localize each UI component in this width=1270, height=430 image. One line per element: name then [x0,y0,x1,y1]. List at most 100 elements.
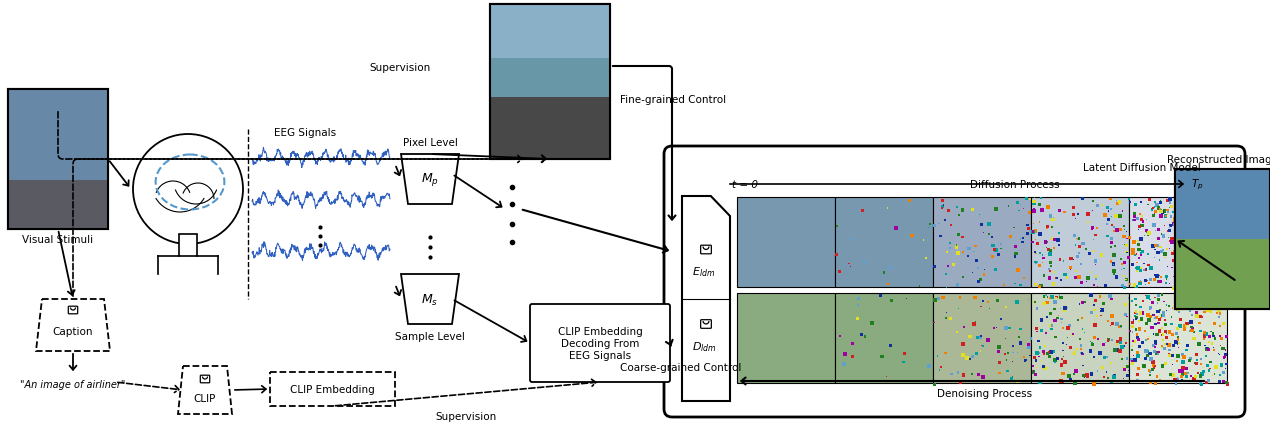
Bar [851,355,853,358]
Bar [918,286,921,287]
Bar [979,351,982,352]
Bar [1049,270,1050,273]
Bar [1040,206,1041,207]
Bar [1129,293,1227,383]
Bar [1040,329,1044,333]
Bar [1201,277,1204,280]
Bar [1224,350,1226,351]
Bar [1081,353,1085,356]
Bar [1161,211,1165,214]
Bar [1140,218,1143,221]
Bar [1217,249,1218,250]
Bar [1185,349,1187,351]
Bar [933,293,1031,383]
Bar [1160,201,1162,204]
Bar [1193,378,1196,381]
Bar [988,308,991,310]
Bar [908,200,911,203]
Bar [1147,313,1149,317]
Bar [1049,325,1052,327]
Bar [1220,282,1223,286]
Bar [1199,374,1203,378]
Bar [1179,369,1182,373]
Bar [1001,243,1002,245]
Bar [1147,339,1149,340]
Bar [1107,219,1110,221]
Bar [982,345,984,347]
Bar [1177,308,1180,311]
Bar [1100,309,1101,310]
Bar [1209,361,1212,364]
Bar [977,267,979,269]
Bar [983,274,984,276]
Bar [1166,279,1167,280]
Bar [1137,354,1140,358]
Bar [1066,250,1067,251]
Bar [1049,298,1052,299]
Bar [1090,372,1093,376]
Bar [1095,278,1097,280]
Bar [1080,281,1082,283]
Bar [1045,332,1046,334]
Bar [1140,341,1144,344]
Bar [988,233,989,235]
Bar [1035,262,1036,264]
Bar [1179,325,1182,328]
Bar [271,372,395,406]
Bar [1113,349,1116,352]
Text: Supervision: Supervision [436,411,497,421]
Bar [1200,363,1201,365]
Bar [1189,241,1190,243]
Bar [1213,349,1215,351]
Bar [1057,240,1058,242]
Bar [1072,333,1074,335]
Bar [1224,356,1227,358]
Bar [1043,295,1045,298]
Bar [1218,308,1222,312]
Bar [1179,264,1180,266]
Bar [994,249,998,252]
Bar [1113,375,1116,379]
Bar [1053,238,1055,241]
Bar [1227,308,1229,310]
Bar [1224,353,1227,356]
Bar [1107,338,1110,341]
Bar [1115,229,1119,232]
FancyBboxPatch shape [701,246,711,254]
Bar [1144,357,1147,360]
Bar [8,181,108,230]
Bar [1205,218,1209,221]
Text: Coarse-grained Control: Coarse-grained Control [620,362,742,372]
Bar [1121,358,1123,359]
Bar [1081,353,1083,355]
Bar [1059,379,1063,383]
Bar [1090,311,1092,314]
Bar [1125,251,1128,253]
Bar [1110,261,1113,263]
Bar [1149,357,1152,361]
Bar [1193,206,1194,207]
Bar [1191,314,1194,316]
Bar [1128,370,1129,372]
Bar [1175,169,1270,309]
Bar [1189,295,1191,298]
Bar [1215,260,1219,263]
Bar [1008,235,1012,238]
Bar [1080,264,1082,265]
Bar [958,214,960,216]
Bar [1035,327,1039,330]
Bar [1138,226,1142,229]
Bar [1154,230,1156,232]
Bar [1031,365,1034,367]
Bar [1175,246,1179,249]
Bar [1220,232,1223,235]
Polygon shape [401,274,458,324]
Bar [1226,224,1229,227]
Bar [1224,209,1227,212]
Bar [1132,252,1134,255]
Text: Denoising Process: Denoising Process [937,388,1033,398]
Bar [1152,344,1156,347]
Bar [1157,245,1160,247]
Bar [1086,212,1090,216]
Bar [1045,295,1046,296]
